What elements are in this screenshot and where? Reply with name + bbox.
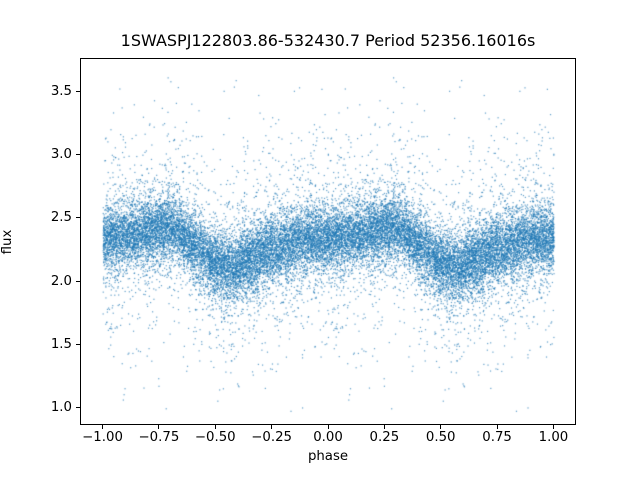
y-tick-label: 3.0 bbox=[50, 147, 72, 163]
chart-title: 1SWASPJ122803.86-532430.7 Period 52356.1… bbox=[120, 31, 536, 50]
x-tick-mark bbox=[552, 425, 554, 429]
x-tick-mark bbox=[327, 425, 329, 429]
x-tick-label: 1.00 bbox=[538, 430, 569, 445]
x-tick-mark bbox=[383, 425, 385, 429]
x-tick-label: −1.00 bbox=[82, 430, 123, 445]
y-tick-mark bbox=[76, 217, 80, 219]
x-tick-label: 0.00 bbox=[313, 430, 343, 445]
x-tick-label: −0.50 bbox=[194, 430, 236, 445]
y-tick-label: 1.0 bbox=[50, 400, 72, 416]
x-tick-mark bbox=[496, 425, 498, 429]
x-axis-label: phase bbox=[307, 449, 349, 464]
y-tick-mark bbox=[76, 343, 80, 345]
y-tick-mark bbox=[76, 154, 80, 156]
y-tick-label: 2.0 bbox=[50, 273, 72, 289]
y-tick-label: 1.5 bbox=[50, 336, 72, 352]
y-tick-mark bbox=[76, 280, 80, 282]
x-tick-mark bbox=[440, 425, 442, 429]
y-tick-label: 2.5 bbox=[50, 210, 72, 226]
x-tick-mark bbox=[214, 425, 216, 429]
x-tick-label: −0.75 bbox=[138, 430, 180, 445]
y-tick-mark bbox=[76, 407, 80, 409]
x-tick-label: −0.25 bbox=[251, 430, 292, 445]
x-tick-mark bbox=[102, 425, 104, 429]
scatter-points bbox=[81, 59, 575, 424]
y-tick-mark bbox=[76, 91, 80, 92]
x-tick-label: 0.25 bbox=[369, 430, 400, 445]
plot-area bbox=[80, 58, 576, 425]
x-tick-label: 0.50 bbox=[425, 430, 456, 445]
x-tick-mark bbox=[158, 425, 160, 429]
y-axis-label: flux bbox=[0, 229, 15, 254]
x-tick-label: 0.75 bbox=[482, 430, 512, 445]
x-tick-mark bbox=[271, 425, 273, 429]
y-tick-label: 3.5 bbox=[50, 84, 72, 99]
